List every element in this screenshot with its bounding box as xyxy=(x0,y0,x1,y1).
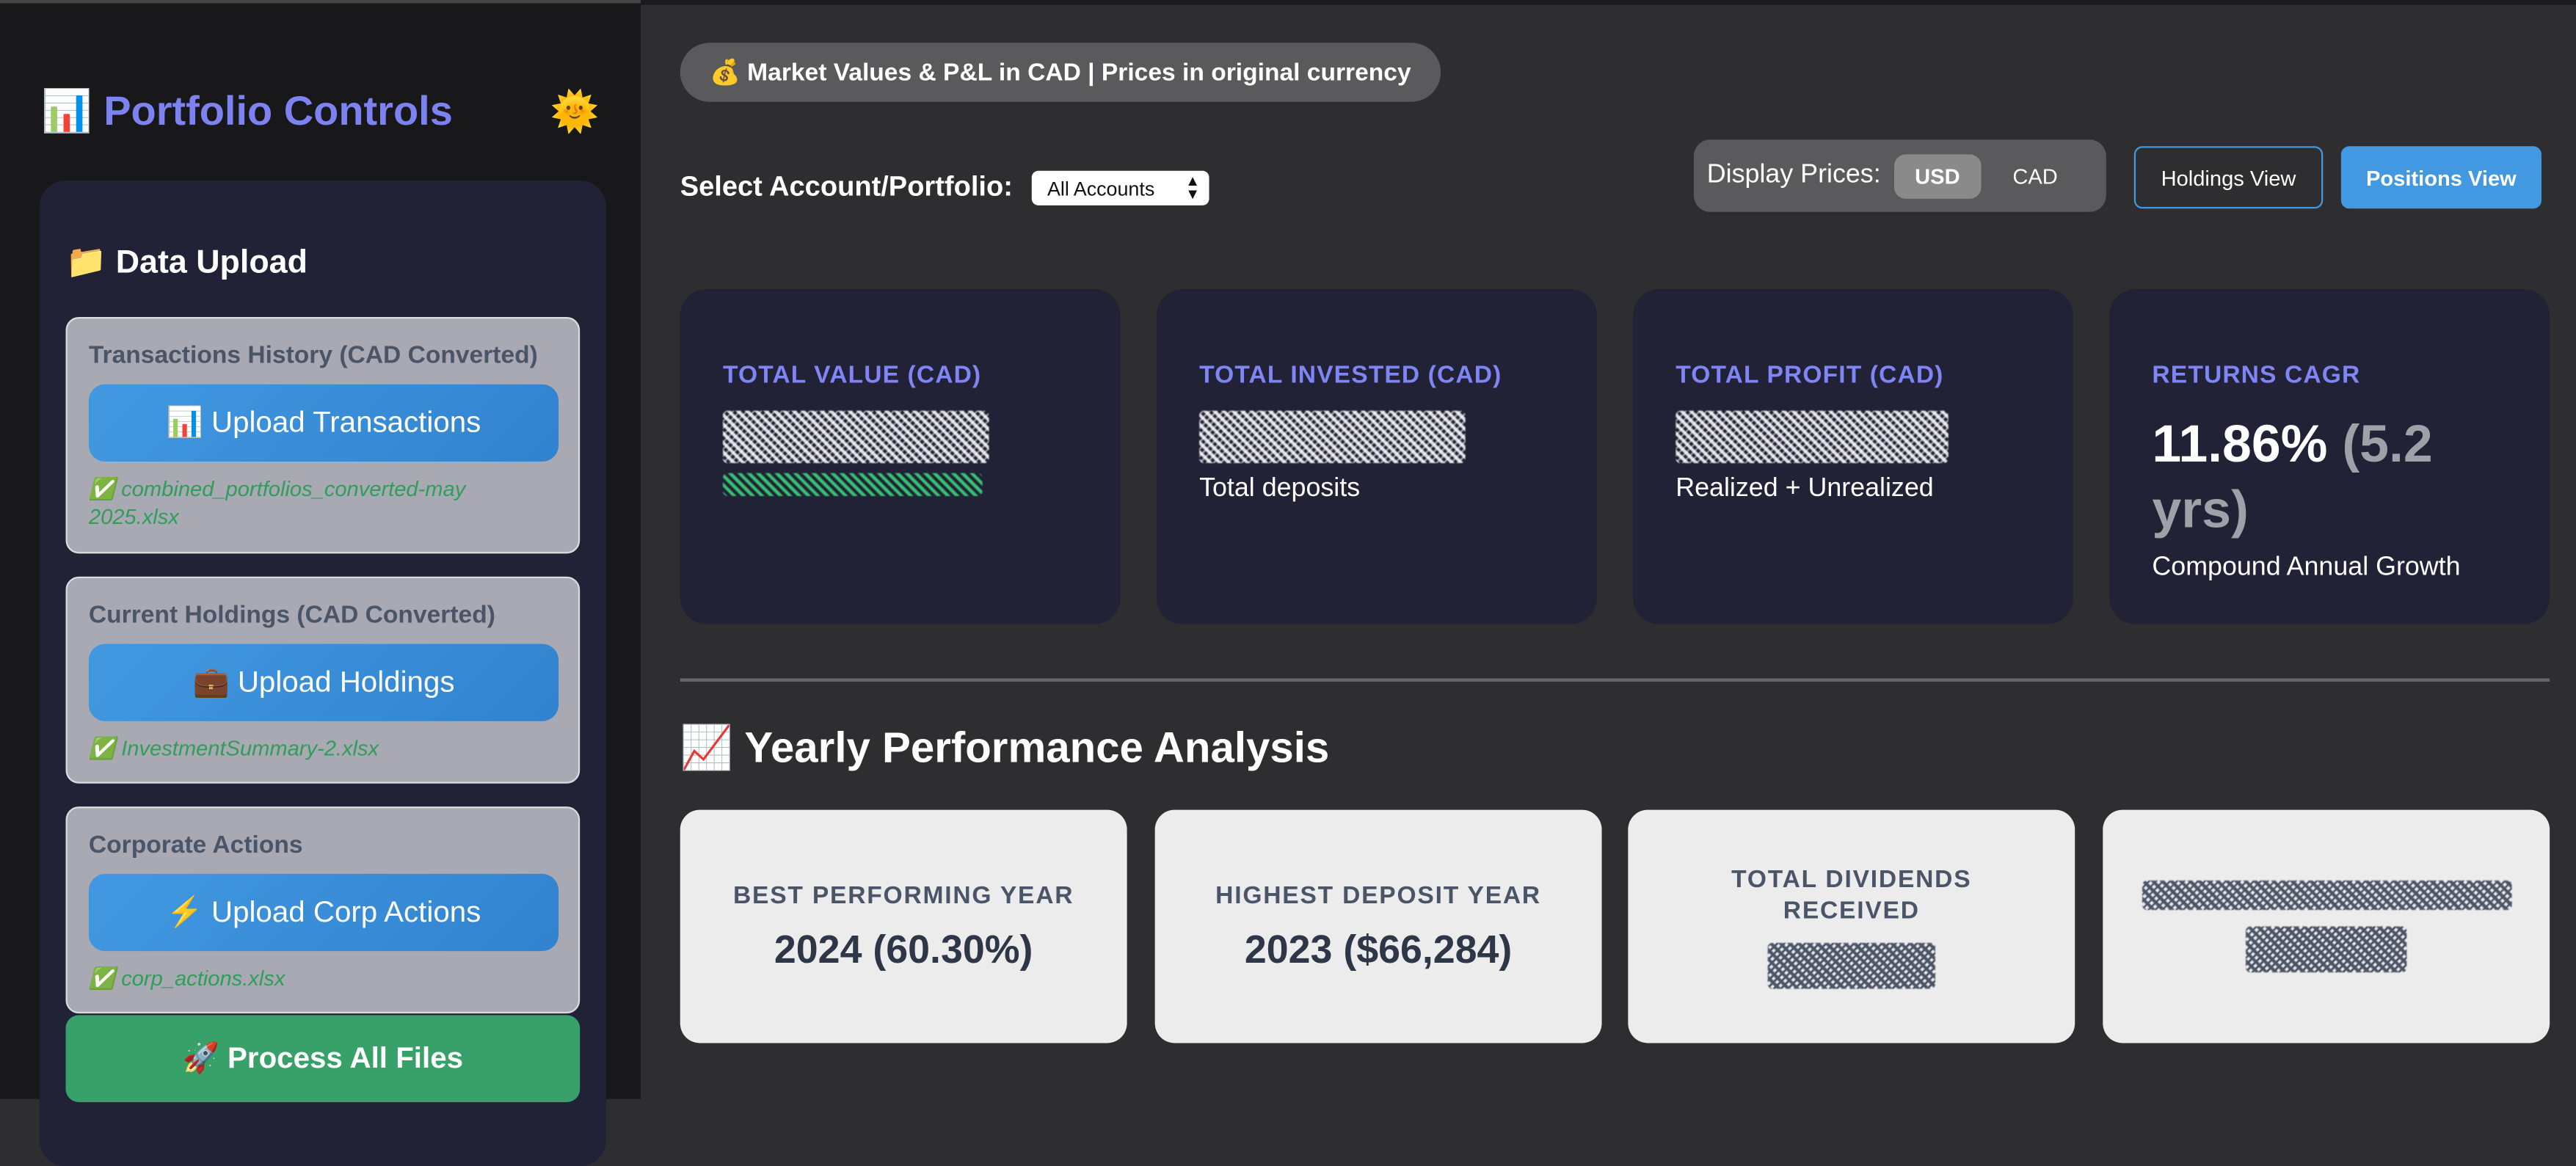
sidebar: 📊 Portfolio Controls 🌞 📁 Data Upload Tra… xyxy=(0,0,641,1166)
card-label: BEST PERFORMING YEAR xyxy=(733,881,1074,910)
select-arrows-icon: ▲ ▼ xyxy=(1185,171,1201,202)
metric-total-invested: TOTAL INVESTED (CAD) Total deposits xyxy=(1156,288,1597,624)
upload-transactions-button[interactable]: 📊 Upload Transactions xyxy=(88,384,559,462)
data-upload-panel: 📁 Data Upload Transactions History (CAD … xyxy=(39,181,607,1166)
redacted-value xyxy=(1767,942,1935,989)
theme-toggle-sun-icon[interactable]: 🌞 xyxy=(550,90,600,135)
metric-subtitle: Total deposits xyxy=(1199,474,1361,503)
card-value: 2024 (60.30%) xyxy=(774,927,1033,972)
process-all-files-button[interactable]: 🚀 Process All Files xyxy=(65,1015,581,1103)
section-divider xyxy=(680,678,2550,682)
positions-view-button[interactable]: Positions View xyxy=(2340,146,2542,209)
best-performing-year-card: BEST PERFORMING YEAR 2024 (60.30%) xyxy=(680,809,1127,1043)
redacted-value xyxy=(1199,410,1466,464)
upload-card-corp-actions: Corporate Actions ⚡ Upload Corp Actions … xyxy=(65,806,581,1014)
cagr-years: (5.2 yrs) xyxy=(2152,414,2433,539)
upload-label: Current Holdings (CAD Converted) xyxy=(88,601,495,630)
account-select[interactable]: All Accounts ▲ ▼ xyxy=(1032,170,1210,205)
card-label: TOTAL DIVIDENDS RECEIVED xyxy=(1731,865,1972,925)
highest-deposit-year-card: HIGHEST DEPOSIT YEAR 2023 ($66,284) xyxy=(1154,809,1602,1043)
sidebar-title: 📊 Portfolio Controls xyxy=(40,88,453,135)
currency-cad-button[interactable]: CAD xyxy=(2012,163,2058,189)
account-select-value: All Accounts xyxy=(1047,176,1155,200)
metric-label: TOTAL INVESTED (CAD) xyxy=(1199,361,1502,390)
card-label: HIGHEST DEPOSIT YEAR xyxy=(1215,881,1541,910)
metric-label: RETURNS CAGR xyxy=(2152,361,2361,390)
data-upload-title: 📁 Data Upload xyxy=(65,244,308,281)
upload-holdings-button[interactable]: 💼 Upload Holdings xyxy=(88,644,559,721)
redacted-card xyxy=(2103,809,2550,1043)
display-prices-label: Display Prices: xyxy=(1706,161,1881,189)
top-border xyxy=(641,0,2576,5)
uploaded-file-name: ✅ InvestmentSummary-2.xlsx xyxy=(88,735,379,761)
metric-value: 11.86% (5.2 yrs) xyxy=(2152,414,2433,539)
uploaded-file-name: ✅ corp_actions.xlsx xyxy=(88,966,285,991)
redacted-change xyxy=(722,473,983,497)
account-select-row: Select Account/Portfolio: All Accounts ▲… xyxy=(680,166,1210,208)
redacted-label xyxy=(2141,880,2511,911)
upload-corp-actions-button[interactable]: ⚡ Upload Corp Actions xyxy=(88,873,559,952)
currency-info-banner: 💰 Market Values & P&L in CAD | Prices in… xyxy=(680,43,1441,102)
yearly-performance-title: 📈 Yearly Performance Analysis xyxy=(680,722,1330,773)
upload-label: Transactions History (CAD Converted) xyxy=(88,341,538,370)
redacted-value xyxy=(1676,410,1949,464)
account-select-label: Select Account/Portfolio: xyxy=(680,170,1013,203)
metric-label: TOTAL VALUE (CAD) xyxy=(722,361,982,390)
upload-card-holdings: Current Holdings (CAD Converted) 💼 Uploa… xyxy=(65,576,581,784)
metric-total-value: TOTAL VALUE (CAD) xyxy=(680,288,1121,624)
metric-label: TOTAL PROFIT (CAD) xyxy=(1676,361,1944,390)
holdings-view-button[interactable]: Holdings View xyxy=(2133,146,2324,209)
card-value: 2023 ($66,284) xyxy=(1244,927,1513,972)
metric-subtitle: Realized + Unrealized xyxy=(1676,474,1934,503)
uploaded-file-name: ✅ combined_portfolios_converted-may 2025… xyxy=(88,476,466,529)
total-dividends-card: TOTAL DIVIDENDS RECEIVED xyxy=(1628,809,2075,1043)
currency-usd-button[interactable]: USD xyxy=(1893,153,1982,198)
redacted-value xyxy=(722,410,989,464)
metric-total-profit: TOTAL PROFIT (CAD) Realized + Unrealized xyxy=(1633,288,2073,624)
upload-card-transactions: Transactions History (CAD Converted) 📊 U… xyxy=(65,317,581,554)
redacted-value xyxy=(2246,926,2407,973)
metric-returns-cagr: RETURNS CAGR 11.86% (5.2 yrs) Compound A… xyxy=(2109,288,2550,624)
metric-subtitle: Compound Annual Growth xyxy=(2152,553,2461,582)
upload-label: Corporate Actions xyxy=(88,831,303,859)
display-prices-toggle: Display Prices: USD CAD xyxy=(1693,139,2106,212)
